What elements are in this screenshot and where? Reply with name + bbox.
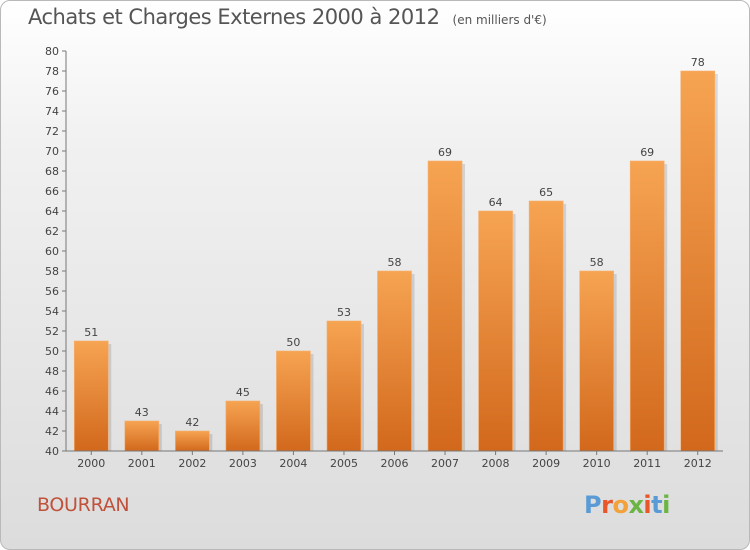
bar-2003 bbox=[225, 400, 261, 452]
logo-letter: P bbox=[584, 491, 602, 519]
value-label-2008: 64 bbox=[489, 196, 503, 209]
y-tick-label-72: 72 bbox=[45, 125, 59, 138]
y-tick-label-48: 48 bbox=[45, 365, 59, 378]
logo-letter: t bbox=[651, 491, 663, 519]
bar-2012 bbox=[680, 70, 716, 452]
chart-title: Achats et Charges Externes 2000 à 2012 bbox=[28, 5, 440, 29]
x-tick-label-2004: 2004 bbox=[279, 457, 307, 470]
logo-letter: i bbox=[643, 491, 652, 519]
x-tick-label-2010: 2010 bbox=[583, 457, 611, 470]
value-label-2009: 65 bbox=[539, 186, 553, 199]
y-tick-label-46: 46 bbox=[45, 385, 59, 398]
y-tick-label-40: 40 bbox=[45, 445, 59, 458]
value-label-2000: 51 bbox=[84, 326, 98, 339]
y-tick-label-68: 68 bbox=[45, 165, 59, 178]
value-label-2012: 78 bbox=[691, 56, 705, 69]
x-tick-label-2012: 2012 bbox=[684, 457, 712, 470]
x-tick-label-2008: 2008 bbox=[482, 457, 510, 470]
logo-letter: o bbox=[612, 491, 629, 519]
y-tick-label-78: 78 bbox=[45, 65, 59, 78]
value-label-2010: 58 bbox=[590, 256, 604, 269]
y-tick-label-80: 80 bbox=[45, 45, 59, 58]
y-tick-label-76: 76 bbox=[45, 85, 59, 98]
value-label-2011: 69 bbox=[640, 146, 654, 159]
x-tick-label-2007: 2007 bbox=[431, 457, 459, 470]
y-tick-label-44: 44 bbox=[45, 405, 59, 418]
y-tick-label-60: 60 bbox=[45, 245, 59, 258]
x-tick-label-2006: 2006 bbox=[381, 457, 409, 470]
y-tick-label-54: 54 bbox=[45, 305, 59, 318]
value-label-2007: 69 bbox=[438, 146, 452, 159]
x-tick-label-2003: 2003 bbox=[229, 457, 257, 470]
bar-2004 bbox=[276, 350, 311, 452]
bar-2011 bbox=[629, 160, 665, 452]
commune-name: BOURRAN bbox=[37, 494, 130, 516]
x-tick-label-2005: 2005 bbox=[330, 457, 358, 470]
y-tick-label-52: 52 bbox=[45, 325, 59, 338]
bar-2007 bbox=[427, 160, 463, 452]
y-tick-label-70: 70 bbox=[45, 145, 59, 158]
x-tick-label-2009: 2009 bbox=[532, 457, 560, 470]
y-tick-label-74: 74 bbox=[45, 105, 59, 118]
logo-letter: x bbox=[628, 491, 644, 519]
value-label-2005: 53 bbox=[337, 306, 351, 319]
proxiti-logo[interactable]: Proxiti bbox=[584, 491, 670, 519]
y-tick-label-58: 58 bbox=[45, 265, 59, 278]
value-label-2006: 58 bbox=[388, 256, 402, 269]
axes-group: 2000 2001 2002 2003 2004 2005 2006 2007 2008 2009… bbox=[45, 45, 723, 470]
x-tick-label-2002: 2002 bbox=[178, 457, 206, 470]
y-tick-label-66: 66 bbox=[45, 185, 59, 198]
bar-2005 bbox=[326, 320, 362, 452]
value-label-2001: 43 bbox=[135, 406, 149, 419]
x-tick-label-2000: 2000 bbox=[77, 457, 105, 470]
title-row: Achats et Charges Externes 2000 à 2012 (… bbox=[28, 5, 547, 29]
chart-unit: (en milliers d'€) bbox=[452, 13, 547, 27]
y-tick-label-50: 50 bbox=[45, 345, 59, 358]
logo-letter: i bbox=[662, 491, 670, 519]
y-tick-label-42: 42 bbox=[45, 425, 59, 438]
bars-group: 51 43 42 45 50 53 58 69 64 65 58 69 78 bbox=[73, 56, 718, 452]
bar-2008 bbox=[478, 210, 513, 452]
bar-2001 bbox=[124, 420, 160, 452]
bar-2000 bbox=[73, 340, 109, 452]
x-tick-label-2011: 2011 bbox=[633, 457, 661, 470]
bar-2009 bbox=[528, 200, 564, 452]
y-tick-label-62: 62 bbox=[45, 225, 59, 238]
bar-2006 bbox=[377, 270, 412, 452]
bar-2002 bbox=[175, 430, 210, 452]
value-label-2002: 42 bbox=[185, 416, 199, 429]
y-tick-label-64: 64 bbox=[45, 205, 59, 218]
y-tick-label-56: 56 bbox=[45, 285, 59, 298]
value-label-2003: 45 bbox=[236, 386, 250, 399]
x-tick-label-2001: 2001 bbox=[128, 457, 156, 470]
value-label-2004: 50 bbox=[286, 336, 300, 349]
bar-2010 bbox=[579, 270, 614, 452]
logo-letter: r bbox=[601, 491, 613, 519]
